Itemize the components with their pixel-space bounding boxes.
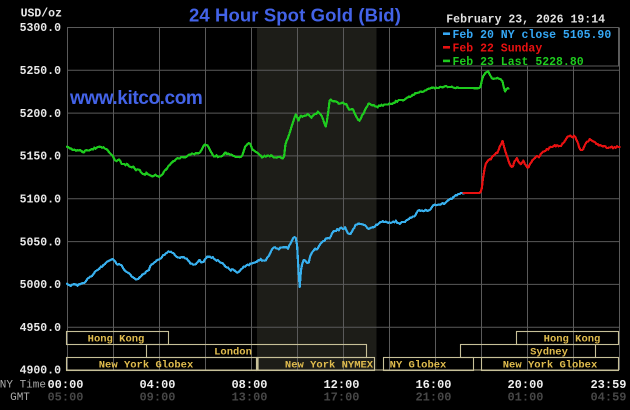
svg-text:NY Globex: NY Globex <box>390 359 447 371</box>
svg-text:GMT: GMT <box>10 392 30 404</box>
svg-text:Hong Kong: Hong Kong <box>88 333 145 345</box>
svg-text:23:59: 23:59 <box>590 378 626 392</box>
svg-text:5300.0: 5300.0 <box>20 22 62 35</box>
svg-text:09:00: 09:00 <box>139 391 175 405</box>
svg-text:New York Globex: New York Globex <box>99 359 194 371</box>
svg-text:www.kitco.com: www.kitco.com <box>69 88 202 109</box>
svg-text:Feb 23 Last 5228.80: Feb 23 Last 5228.80 <box>453 56 584 69</box>
svg-text:Hong Kong: Hong Kong <box>544 333 601 345</box>
svg-text:4950.0: 4950.0 <box>20 322 62 335</box>
svg-text:5150.0: 5150.0 <box>20 151 62 164</box>
svg-text:24 Hour Spot Gold (Bid): 24 Hour Spot Gold (Bid) <box>189 5 401 26</box>
svg-text:04:59: 04:59 <box>590 391 626 405</box>
svg-text:5100.0: 5100.0 <box>20 193 62 206</box>
svg-text:USD/oz: USD/oz <box>21 8 63 21</box>
svg-text:08:00: 08:00 <box>231 378 267 392</box>
svg-text:01:00: 01:00 <box>507 391 543 405</box>
svg-text:05:00: 05:00 <box>47 391 83 405</box>
svg-text:21:00: 21:00 <box>415 391 451 405</box>
svg-text:4900.0: 4900.0 <box>20 365 62 378</box>
svg-text:5050.0: 5050.0 <box>20 236 62 249</box>
svg-text:Sydney: Sydney <box>530 346 569 358</box>
svg-text:5000.0: 5000.0 <box>20 279 62 292</box>
svg-text:5250.0: 5250.0 <box>20 65 62 78</box>
svg-text:16:00: 16:00 <box>415 378 451 392</box>
svg-text:04:00: 04:00 <box>139 378 175 392</box>
svg-text:New York Globex: New York Globex <box>503 359 598 371</box>
svg-text:London: London <box>214 346 252 358</box>
svg-text:5200.0: 5200.0 <box>20 108 62 121</box>
svg-text:NY Time: NY Time <box>0 380 46 392</box>
svg-text:New York NYMEX: New York NYMEX <box>285 359 374 371</box>
svg-text:February 23, 2026 19:14: February 23, 2026 19:14 <box>446 14 605 27</box>
svg-text:17:00: 17:00 <box>323 391 359 405</box>
svg-text:20:00: 20:00 <box>507 378 543 392</box>
svg-text:Feb 22 Sunday: Feb 22 Sunday <box>453 43 543 56</box>
svg-text:13:00: 13:00 <box>231 391 267 405</box>
svg-text:Feb 20 NY close 5105.90: Feb 20 NY close 5105.90 <box>453 29 612 42</box>
svg-text:12:00: 12:00 <box>323 378 359 392</box>
svg-text:00:00: 00:00 <box>47 378 83 392</box>
